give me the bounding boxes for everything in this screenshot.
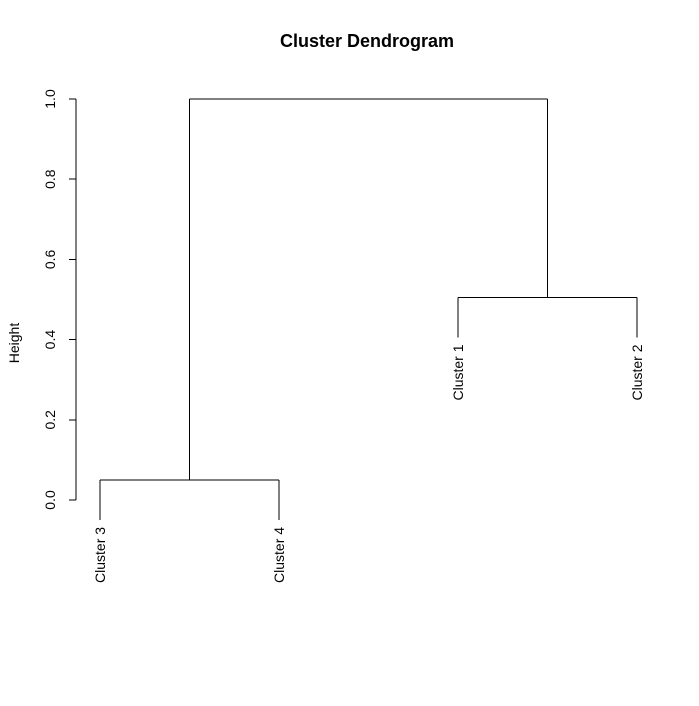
y-tick-label: 0.4 bbox=[42, 330, 58, 350]
y-axis: 0.0 0.2 0.4 0.6 0.8 1.0 bbox=[42, 89, 77, 510]
leaf-label: Cluster 3 bbox=[92, 527, 108, 583]
leaf-label: Cluster 1 bbox=[450, 344, 466, 400]
leaf-label: Cluster 2 bbox=[629, 344, 645, 400]
leaf-label: Cluster 4 bbox=[271, 527, 287, 583]
dendrogram-tree bbox=[100, 98, 637, 481]
leaf-labels: Cluster 3 Cluster 4 Cluster 1 Cluster 2 bbox=[92, 297, 645, 583]
y-tick-label: 0.0 bbox=[42, 490, 58, 510]
y-tick-label: 0.8 bbox=[42, 169, 58, 189]
y-tick-label: 0.6 bbox=[42, 249, 58, 269]
chart-title: Cluster Dendrogram bbox=[280, 31, 454, 51]
y-tick-label: 1.0 bbox=[42, 89, 58, 109]
y-axis-label: Height bbox=[6, 323, 22, 364]
y-tick-label: 0.2 bbox=[42, 410, 58, 430]
